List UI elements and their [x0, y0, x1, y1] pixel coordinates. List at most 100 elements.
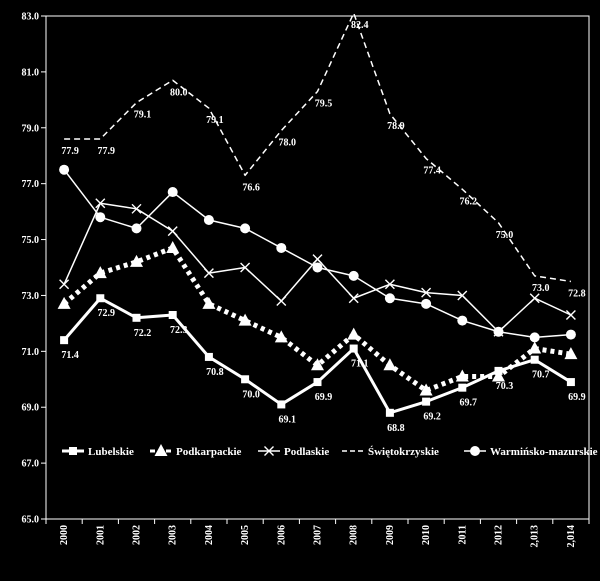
data-labels: 71.4 72.9 72.2 72.3 70.8 70.0 69.1 69.9 71.1 68.8… — [61, 20, 585, 434]
x-tick-label: 2005 — [240, 525, 251, 545]
x-tick-label: 2004 — [204, 525, 215, 545]
marker-circle — [565, 329, 576, 340]
marker-x — [421, 287, 432, 298]
legend-label: Podkarpackie — [176, 446, 242, 458]
marker-x — [348, 293, 359, 304]
data-label--wi-tokrzyskie: 78.0 — [279, 138, 297, 149]
marker-triangle — [274, 330, 288, 343]
data-label--wi-tokrzyskie: 73.0 — [532, 283, 550, 294]
marker-triangle — [130, 254, 143, 267]
marker-circle — [131, 223, 142, 234]
x-tick-label: 2000 — [59, 525, 70, 545]
data-label--wi-tokrzyskie: 75.0 — [496, 230, 514, 241]
x-tick-label: 2001 — [95, 525, 106, 545]
legend-label: Lubelskie — [88, 446, 134, 458]
legend-label: Warmińsko-mazurskie — [490, 446, 598, 458]
data-label-lubelskie: 69.2 — [423, 412, 441, 423]
marker-x — [529, 293, 540, 304]
y-tick-label: 77.0 — [22, 179, 40, 190]
legend-item: Świętokrzyskie — [342, 446, 439, 458]
y-tick-label: 71.0 — [22, 347, 40, 358]
legend-item: Podkarpackie — [150, 444, 242, 458]
marker-circle — [348, 270, 359, 281]
plot-area-border — [45, 15, 590, 520]
marker-square — [69, 447, 77, 455]
marker-circle — [240, 223, 251, 234]
marker-triangle — [202, 296, 216, 309]
marker-triangle — [528, 341, 542, 354]
data-label-lubelskie: 69.7 — [460, 398, 478, 409]
data-label-lubelskie: 70.0 — [242, 389, 260, 400]
y-tick-label: 69.0 — [22, 403, 40, 414]
data-label-lubelskie: 72.3 — [170, 325, 188, 336]
data-label-lubelskie: 70.8 — [206, 367, 224, 378]
data-label--wi-tokrzyskie: 78.9 — [387, 121, 405, 132]
marker-square — [349, 344, 358, 353]
x-tick-label: 2012 — [494, 525, 505, 545]
marker-triangle — [419, 383, 433, 396]
x-tick-label: 2002 — [132, 525, 143, 545]
x-tick-label: 2008 — [349, 525, 360, 545]
x-tick-label: 2007 — [313, 525, 324, 545]
x-tick-label: 2006 — [276, 525, 287, 545]
marker-square — [241, 375, 250, 384]
data-label-lubelskie: 71.1 — [351, 359, 369, 370]
data-label--wi-tokrzyskie: 79.1 — [134, 110, 152, 121]
data-label-lubelskie: 68.8 — [387, 423, 405, 434]
marker-triangle — [93, 266, 107, 279]
data-label-lubelskie: 72.9 — [98, 308, 116, 319]
marker-square — [566, 378, 575, 387]
marker-x — [131, 203, 142, 214]
data-label--wi-tokrzyskie: 77.9 — [98, 146, 116, 157]
y-tick-label: 81.0 — [22, 67, 40, 78]
marker-x — [203, 268, 214, 279]
marker-triangle — [455, 369, 469, 382]
marker-triangle — [57, 296, 71, 309]
legend-item: Lubelskie — [62, 446, 134, 458]
data-label--wi-tokrzyskie: 77.9 — [61, 146, 79, 157]
marker-circle — [384, 293, 395, 304]
x-tick-label: 2,013 — [530, 525, 541, 548]
data-label--wi-tokrzyskie: 79.5 — [315, 98, 333, 109]
legend-item: Podlaskie — [258, 446, 329, 458]
marker-circle — [529, 332, 540, 343]
legend-label: Podlaskie — [284, 446, 329, 458]
x-tick-label: 2010 — [421, 525, 432, 545]
x-tick-label: 2,014 — [566, 525, 577, 548]
marker-triangle — [383, 358, 397, 371]
marker-x — [565, 310, 576, 321]
marker-square — [60, 336, 69, 345]
y-tick-label: 65.0 — [22, 515, 40, 526]
marker-square — [204, 352, 213, 361]
marker-x — [95, 198, 106, 209]
data-label--wi-tokrzyskie: 76.2 — [460, 196, 478, 207]
marker-square — [313, 378, 322, 387]
data-label--wi-tokrzyskie: 76.6 — [242, 182, 260, 193]
marker-circle — [59, 164, 70, 175]
marker-triangle — [166, 240, 180, 253]
marker-triangle — [154, 444, 168, 456]
marker-x — [167, 226, 178, 237]
series-line--wi-tokrzyskie — [64, 12, 572, 283]
marker-square — [132, 313, 141, 322]
marker-circle — [95, 212, 106, 223]
y-tick-label: 83.0 — [22, 12, 40, 23]
marker-triangle — [564, 347, 578, 360]
data-label--wi-tokrzyskie: 77.4 — [423, 166, 441, 177]
y-tick-label: 79.0 — [22, 123, 40, 134]
marker-triangle — [347, 327, 361, 340]
marker-circle — [203, 214, 214, 225]
data-label-lubelskie: 72.2 — [134, 328, 152, 339]
data-label-lubelskie: 70.3 — [496, 381, 514, 392]
series-podkarpackie — [57, 240, 578, 396]
marker-x — [264, 446, 274, 456]
x-tick-label: 2009 — [385, 525, 396, 545]
marker-square — [277, 400, 286, 409]
marker-x — [312, 254, 323, 265]
marker-x — [59, 279, 70, 290]
marker-circle — [167, 187, 178, 198]
series-line-podkarpackie — [62, 245, 572, 393]
marker-square — [385, 408, 394, 417]
